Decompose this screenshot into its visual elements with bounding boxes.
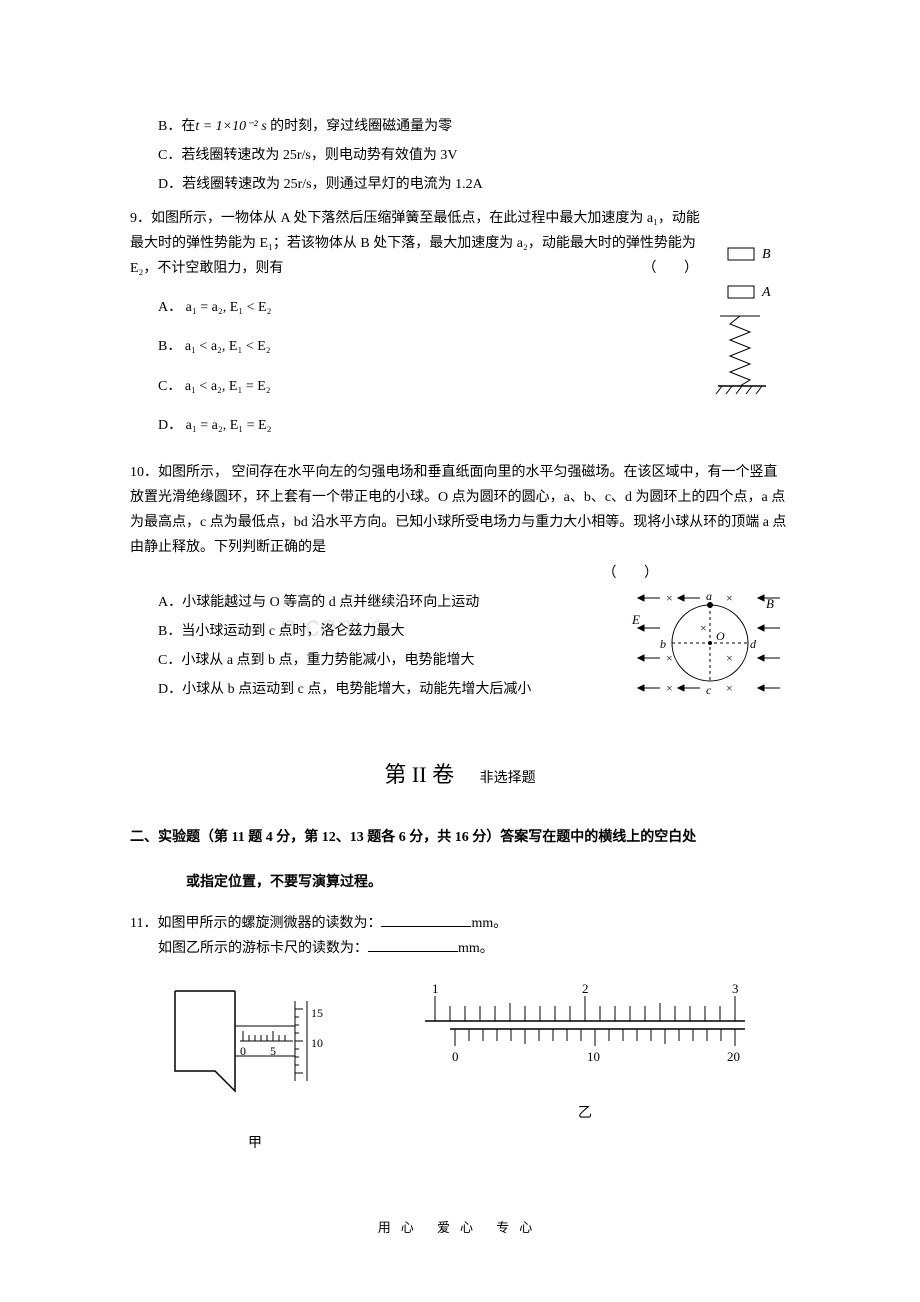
q11-vernier-t3: 3 xyxy=(732,981,739,996)
q10-label-o: O xyxy=(716,629,725,643)
svg-text:×: × xyxy=(666,591,673,605)
section-2-title: 第 II 卷 非选择题 xyxy=(130,755,790,795)
q9-option-b: B． a₁ < a₂, E₁ < E₂ xyxy=(158,334,790,359)
q10-label-b: b xyxy=(660,637,666,651)
q11-blank-2[interactable] xyxy=(368,936,458,952)
q11-blank-1[interactable] xyxy=(381,911,471,927)
q10-paren: （ ） xyxy=(603,566,671,581)
q10-label-bfield: B xyxy=(766,596,774,611)
q8-option-c: C．若线圈转速改为 25r/s，则电动势有效值为 3V xyxy=(158,143,790,168)
q11-vernier-b20: 20 xyxy=(727,1049,740,1064)
svg-text:×: × xyxy=(666,681,673,695)
section-2-instructions-cont: 或指定位置，不要写演算过程。 xyxy=(186,870,790,895)
q8-optb-math: t = 1×10⁻² s xyxy=(195,119,266,134)
q11-line2-pre: 如图乙所示的游标卡尺的读数为： xyxy=(158,941,368,956)
question-10: 10．如图所示， 空间存在水平向左的匀强电场和垂直纸面向里的水平匀强磁场。在该区… xyxy=(130,460,790,715)
q9-label-b: B xyxy=(762,247,771,262)
q11-vernier-t1: 1 xyxy=(432,981,439,996)
svg-text:×: × xyxy=(726,681,733,695)
page-footer: 用心 爱心 专心 xyxy=(130,1216,790,1239)
q11-line2-post: mm。 xyxy=(458,941,494,956)
q10-label-e: E xyxy=(631,612,640,627)
q8-option-b: B．在t = 1×10⁻² s 的时刻，穿过线圈磁通量为零 xyxy=(158,114,790,139)
q9-stem: 9．如图所示，一物体从 A 处下落然后压缩弹簧至最低点，在此过程中最大加速度为 … xyxy=(130,206,790,282)
q11-figure-vernier: 1 2 3 0 10 20 乙 xyxy=(415,981,755,1155)
question-11: 11．如图甲所示的螺旋测微器的读数为： mm。 如图乙所示的游标卡尺的读数为： mm… xyxy=(130,911,790,1156)
q10-label-c: c xyxy=(706,683,712,697)
section-2-instructions: 二、实验题（第 11 题 4 分，第 12、13 题各 6 分，共 16 分）答… xyxy=(130,825,790,850)
q11-vernier-t2: 2 xyxy=(582,981,589,996)
q11-vernier-b10: 10 xyxy=(587,1049,600,1064)
q10-label-a: a xyxy=(706,589,712,603)
svg-text:×: × xyxy=(726,651,733,665)
q8-option-d: D．若线圈转速改为 25r/s，则通过早灯的电流为 1.2A xyxy=(158,172,790,197)
q9-option-d: D． a₁ = a₂, E₁ = E₂ xyxy=(158,413,790,438)
q10-figure: × × × × × × × a b d c O E B xyxy=(630,586,790,715)
question-9: B A 9．如图所示，一物体从 A 处下落然后压缩弹簧至最低点，在此过程中最大加… xyxy=(130,206,790,452)
svg-text:×: × xyxy=(726,591,733,605)
q11-micro-5: 5 xyxy=(270,1044,276,1058)
q11-line1-pre: 11．如图甲所示的螺旋测微器的读数为： xyxy=(130,916,381,931)
q9-option-a: A． a₁ = a₂, E₁ < E₂ xyxy=(158,295,790,320)
svg-text:×: × xyxy=(700,621,707,635)
q8-optb-pre: B．在 xyxy=(158,119,195,134)
svg-text:×: × xyxy=(666,651,673,665)
q10-label-d: d xyxy=(750,637,757,651)
q11-vernier-b0: 0 xyxy=(452,1049,459,1064)
q10-stem: 10．如图所示， 空间存在水平向左的匀强电场和垂直纸面向里的水平匀强磁场。在该区… xyxy=(130,460,790,561)
q9-label-a: A xyxy=(761,285,771,300)
q11-micro-10: 10 xyxy=(311,1036,323,1050)
q9-figure: B A xyxy=(710,246,790,425)
q9-paren: （ ） xyxy=(643,256,711,281)
q9-option-c: C． a₁ < a₂, E₁ = E₂ xyxy=(158,374,790,399)
q11-micro-15: 15 xyxy=(311,1006,323,1020)
q11-caption-2: 乙 xyxy=(415,1101,755,1126)
q11-figure-micrometer: 0 5 15 10 甲 xyxy=(165,981,345,1155)
section-2-subtitle: 非选择题 xyxy=(480,771,536,786)
q11-line1-post: mm。 xyxy=(471,916,507,931)
q11-caption-1: 甲 xyxy=(165,1131,345,1156)
q8-optb-post: 的时刻，穿过线圈磁通量为零 xyxy=(267,119,453,134)
q11-micro-0: 0 xyxy=(240,1044,246,1058)
